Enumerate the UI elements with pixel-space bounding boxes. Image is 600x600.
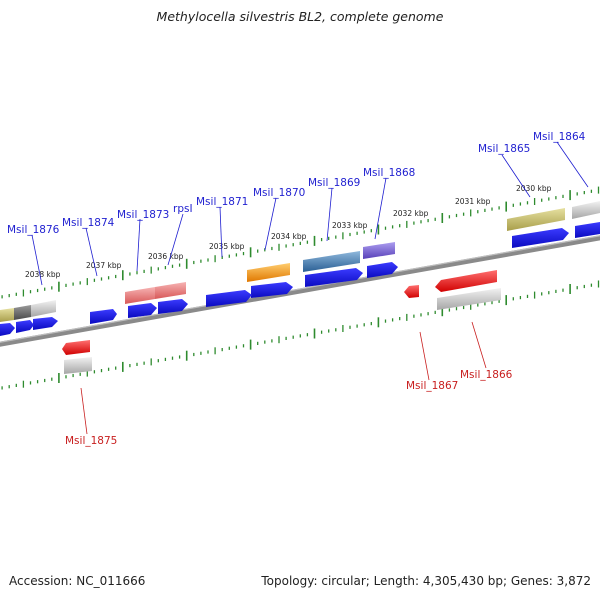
gene-label-msil-1865[interactable]: Msil_1865 <box>478 143 530 155</box>
feature-purple[interactable] <box>363 242 395 259</box>
gene-label-msil-1868[interactable]: Msil_1868 <box>363 167 415 179</box>
plus-strand-cds <box>0 222 600 336</box>
cds-arrow-msil-1867[interactable] <box>404 285 419 298</box>
upper-features <box>0 201 600 322</box>
gene-label-msil-1876[interactable]: Msil_1876 <box>7 224 60 236</box>
cds-arrow-msil-1866[interactable] <box>435 270 497 292</box>
upper-tick-ruler <box>1 186 600 299</box>
feature-pink-right[interactable] <box>155 282 186 299</box>
gene-label-msil-1875[interactable]: Msil_1875 <box>65 435 117 447</box>
gene-label-rpsi[interactable]: rpsI <box>173 203 193 215</box>
cds-arrow-msil-1874[interactable] <box>90 309 117 324</box>
lower-tick-ruler <box>1 280 600 390</box>
genome-stats-text: Topology: circular; Length: 4,305,430 bp… <box>261 574 591 588</box>
tick-label-2035: 2035 kbp <box>209 242 245 251</box>
gene-labels: Msil_1864 Msil_1865 Msil_1868 Msil_1869 … <box>7 131 586 447</box>
gene-label-msil-1864[interactable]: Msil_1864 <box>533 131 586 143</box>
gene-label-msil-1874[interactable]: Msil_1874 <box>62 217 115 229</box>
cds-arrow-left-2[interactable] <box>16 320 34 333</box>
tick-label-2033: 2033 kbp <box>332 221 368 230</box>
accession-text: Accession: NC_011666 <box>9 574 146 588</box>
map-title: Methylocella silvestris BL2, complete ge… <box>156 9 444 24</box>
feature-gray-left[interactable] <box>31 300 56 317</box>
feature-gray-far-right[interactable] <box>572 201 600 219</box>
genome-backbone <box>0 235 600 347</box>
gene-label-msil-1873[interactable]: Msil_1873 <box>117 209 169 221</box>
cds-arrow-msil-1865[interactable] <box>512 228 569 248</box>
tick-label-2032: 2032 kbp <box>393 209 429 218</box>
feature-pink-left[interactable] <box>125 287 155 304</box>
feature-gray-msil-1875[interactable] <box>64 357 92 374</box>
cds-arrow-msil-1868[interactable] <box>367 262 398 278</box>
tick-labels: 2030 kbp 2031 kbp 2032 kbp 2033 kbp 2034… <box>25 184 552 279</box>
feature-orange[interactable] <box>247 263 290 282</box>
gene-label-msil-1866[interactable]: Msil_1866 <box>460 369 513 381</box>
tick-label-2031: 2031 kbp <box>455 197 491 206</box>
feature-olive-right[interactable] <box>507 208 565 231</box>
gene-label-msil-1869[interactable]: Msil_1869 <box>308 177 360 189</box>
gene-label-leaders <box>31 141 589 435</box>
tick-label-2034: 2034 kbp <box>271 232 307 241</box>
minus-strand-features <box>62 270 501 374</box>
cds-arrow-msil-1875[interactable] <box>62 340 90 355</box>
cds-arrow-msil-1876[interactable] <box>33 317 58 330</box>
cds-arrow-msil-1869[interactable] <box>305 268 363 287</box>
cds-arrow-rpsi[interactable] <box>158 299 188 314</box>
cds-arrow-left-1[interactable] <box>0 323 15 336</box>
feature-dark-gray-left[interactable] <box>14 305 31 320</box>
cds-arrow-msil-1873[interactable] <box>128 303 157 318</box>
cds-arrow-msil-1870[interactable] <box>251 282 293 298</box>
gene-label-msil-1871[interactable]: Msil_1871 <box>196 196 248 208</box>
tick-label-2030: 2030 kbp <box>516 184 552 193</box>
cds-arrow-msil-1871[interactable] <box>206 290 252 307</box>
cds-arrow-msil-1864[interactable] <box>575 222 600 238</box>
gene-label-msil-1870[interactable]: Msil_1870 <box>253 187 305 199</box>
tick-label-2037: 2037 kbp <box>86 261 122 270</box>
feature-gray-msil-1866[interactable] <box>437 288 501 310</box>
feature-steel-blue[interactable] <box>303 251 360 272</box>
feature-olive-left[interactable] <box>0 308 14 322</box>
gene-label-msil-1867[interactable]: Msil_1867 <box>406 380 458 392</box>
tick-label-2036: 2036 kbp <box>148 252 184 261</box>
tick-label-2038: 2038 kbp <box>25 270 61 279</box>
